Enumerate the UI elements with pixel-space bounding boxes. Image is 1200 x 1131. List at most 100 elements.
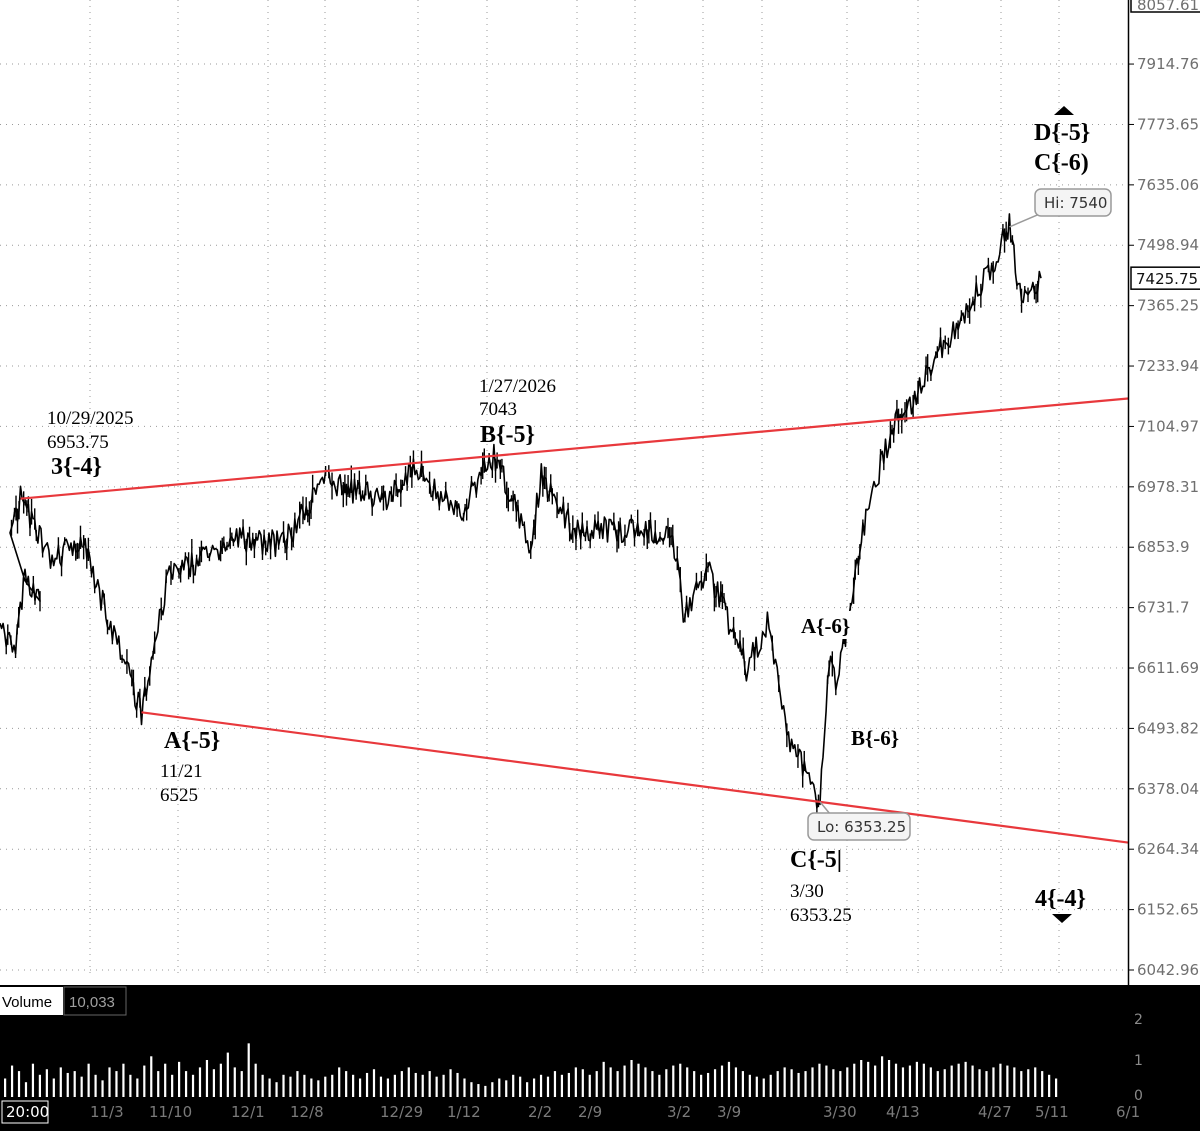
volume-bar xyxy=(164,1063,167,1097)
volume-bar xyxy=(282,1074,285,1097)
volume-bar xyxy=(358,1078,362,1097)
volume-bar xyxy=(992,1067,995,1097)
volume-bar xyxy=(1027,1069,1030,1097)
volume-tick-label: 1 xyxy=(1134,1053,1143,1069)
volume-bar xyxy=(880,1056,884,1097)
volume-bar xyxy=(616,1071,619,1097)
volume-bar xyxy=(261,1074,264,1097)
volume-bar xyxy=(741,1071,744,1097)
volume-bar xyxy=(484,1085,487,1097)
annotation-date: 3/30 xyxy=(790,881,824,902)
annotation-wave: A{-5} xyxy=(164,728,220,754)
volume-bar xyxy=(275,1082,278,1097)
volume-bar xyxy=(198,1067,202,1097)
volume-bar xyxy=(894,1063,898,1097)
volume-bar xyxy=(637,1063,640,1097)
volume-bar xyxy=(853,1063,856,1097)
volume-bar xyxy=(233,1067,236,1097)
volume-bar xyxy=(491,1082,494,1097)
price-tick-label: 7233.94 xyxy=(1137,357,1199,375)
up-arrow-icon xyxy=(1054,106,1074,115)
volume-bar xyxy=(94,1074,97,1097)
price-tick-label: 7914.76 xyxy=(1137,55,1199,73)
price-tick-label: 6853.9 xyxy=(1137,538,1190,556)
volume-bar xyxy=(108,1067,111,1097)
volume-bar xyxy=(80,1076,83,1097)
volume-bar xyxy=(630,1060,633,1097)
lower-trendline xyxy=(141,711,1129,844)
volume-bar xyxy=(212,1069,216,1097)
volume-bar xyxy=(393,1074,396,1097)
price-tick-label: 6731.7 xyxy=(1137,599,1190,617)
wave-annotations: 10/29/2025 6953.753{-4} A{-5} 11/21 6525 1/27… xyxy=(47,106,1090,926)
volume-bar xyxy=(734,1067,738,1097)
volume-bar xyxy=(38,1074,42,1097)
price-axis[interactable]: 8057.61 7914.76 7773.65 7635.06 7498.94 7365.… xyxy=(1127,0,1200,985)
volume-bar xyxy=(205,1060,209,1097)
annotation-price: 6353.25 xyxy=(790,905,852,926)
volume-bar xyxy=(908,1065,912,1097)
volume-bar xyxy=(24,1082,28,1097)
volume-bar xyxy=(73,1071,76,1097)
volume-bar xyxy=(776,1071,779,1097)
volume-bar xyxy=(338,1067,341,1097)
top-price-box xyxy=(1130,0,1200,13)
volume-bar xyxy=(713,1069,717,1097)
volume-bar xyxy=(435,1076,438,1097)
volume-bar xyxy=(818,1063,821,1097)
volume-bar xyxy=(247,1043,250,1097)
volume-bar xyxy=(122,1063,125,1097)
volume-bar xyxy=(936,1071,939,1097)
volume-bar xyxy=(414,1072,417,1097)
volume-bar xyxy=(184,1071,188,1097)
price-tick-label: 7498.94 xyxy=(1137,236,1199,254)
volume-bar xyxy=(609,1067,612,1097)
volume-bar xyxy=(574,1067,577,1097)
volume-bar xyxy=(832,1069,835,1097)
price-tick-label: 7773.65 xyxy=(1137,115,1199,133)
price-line xyxy=(0,213,1042,809)
volume-bar xyxy=(143,1065,146,1097)
volume-bar xyxy=(1034,1067,1037,1097)
time-axis[interactable]: 20:00 11/3 11/10 12/1 12/8 12/29 1/12 2/2 2/9 3/2… xyxy=(0,1100,1200,1131)
volume-bar xyxy=(706,1072,710,1097)
volume-pane[interactable]: Volume 10,033 2 1 0 xyxy=(0,985,1200,1104)
time-tick-label: 4/27 xyxy=(978,1103,1012,1121)
volume-bar xyxy=(226,1052,229,1097)
volume-bar xyxy=(463,1078,466,1097)
volume-label-box xyxy=(0,987,63,1015)
annotation-date: 10/29/2025 xyxy=(47,408,134,429)
time-tick-label: 12/8 xyxy=(290,1103,324,1121)
price-tick-label: 6264.34 xyxy=(1137,840,1199,858)
volume-bar xyxy=(665,1069,668,1097)
volume-bar xyxy=(310,1078,313,1097)
volume-bar xyxy=(1055,1078,1058,1097)
volume-bar xyxy=(526,1082,529,1097)
time-tick-label: 1/12 xyxy=(447,1103,481,1121)
volume-bar xyxy=(769,1074,772,1097)
volume-bar xyxy=(985,1071,988,1097)
volume-tick-label: 2 xyxy=(1134,1012,1143,1028)
volume-bar xyxy=(999,1063,1002,1097)
volume-bar xyxy=(846,1067,849,1097)
volume-bar xyxy=(825,1065,828,1097)
volume-bar xyxy=(588,1074,591,1097)
time-tick-label: 11/3 xyxy=(90,1103,124,1121)
volume-bar xyxy=(943,1069,946,1097)
volume-bar xyxy=(1013,1067,1016,1097)
volume-bar xyxy=(790,1069,793,1097)
volume-bar xyxy=(686,1067,689,1097)
volume-bar xyxy=(755,1076,758,1097)
volume-bar xyxy=(219,1063,222,1097)
price-tick-label: 6978.31 xyxy=(1137,478,1199,496)
high-callout-pointer xyxy=(1009,214,1038,228)
annotation-price: 7043 xyxy=(479,399,517,420)
volume-bar xyxy=(950,1065,953,1097)
annotation-date: 11/21 xyxy=(160,761,203,782)
upper-trendline xyxy=(20,397,1129,500)
volume-bar xyxy=(720,1065,724,1097)
volume-bar xyxy=(644,1067,647,1097)
volume-background xyxy=(0,985,1128,1103)
low-callout-box xyxy=(807,812,911,841)
